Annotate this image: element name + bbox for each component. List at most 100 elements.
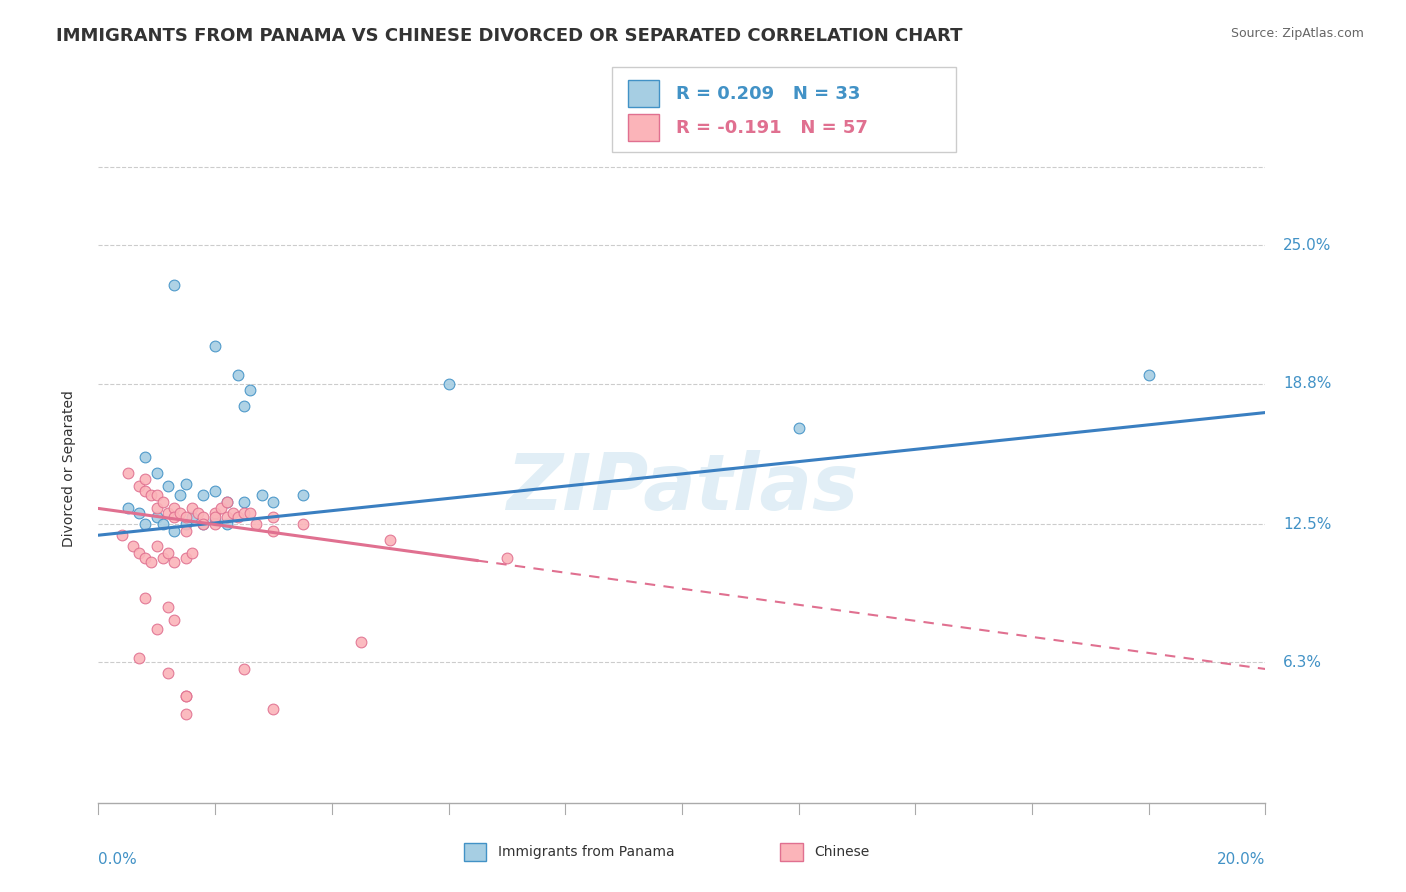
Point (146, 466, 169, 480)
Point (128, 546, 150, 560)
Point (163, 510, 186, 524)
Point (180, 510, 202, 524)
Point (180, 501, 202, 516)
Point (163, 278, 186, 293)
Point (174, 517, 197, 532)
Point (134, 450, 156, 465)
Text: IMMIGRANTS FROM PANAMA VS CHINESE DIVORCED OR SEPARATED CORRELATION CHART: IMMIGRANTS FROM PANAMA VS CHINESE DIVORC… (56, 27, 963, 45)
Point (174, 510, 197, 524)
Point (163, 555, 186, 569)
Point (204, 513, 226, 527)
Text: Divorced or Separated: Divorced or Separated (62, 390, 76, 547)
Point (174, 689, 197, 703)
Point (193, 517, 215, 532)
Point (152, 494, 174, 508)
Point (169, 506, 191, 520)
Text: R = 0.209   N = 33: R = 0.209 N = 33 (676, 85, 860, 103)
Point (204, 506, 226, 520)
Point (233, 494, 256, 508)
Point (174, 477, 197, 491)
Point (111, 528, 134, 542)
Point (204, 517, 226, 532)
Point (187, 506, 209, 520)
Point (157, 479, 180, 493)
Point (163, 524, 186, 538)
Point (169, 488, 191, 502)
Point (128, 651, 150, 665)
Point (139, 488, 162, 502)
Point (239, 384, 262, 398)
Text: 20.0%: 20.0% (1218, 852, 1265, 867)
Point (146, 622, 169, 636)
Point (180, 546, 202, 560)
Text: Immigrants from Panama: Immigrants from Panama (498, 845, 675, 859)
Point (215, 517, 238, 532)
Point (134, 473, 156, 487)
Point (193, 510, 215, 524)
Point (228, 510, 250, 524)
Point (233, 399, 256, 413)
Point (146, 488, 169, 502)
Point (221, 506, 243, 520)
Point (291, 517, 314, 532)
Point (495, 550, 517, 565)
Point (193, 488, 215, 502)
Point (134, 483, 156, 498)
Text: Chinese: Chinese (814, 845, 869, 859)
Text: 18.8%: 18.8% (1282, 376, 1331, 391)
Point (204, 339, 226, 353)
Point (204, 510, 226, 524)
Point (134, 591, 156, 605)
Text: R = -0.191   N = 57: R = -0.191 N = 57 (676, 119, 868, 136)
Point (233, 662, 256, 676)
Point (117, 501, 139, 516)
Point (262, 524, 284, 538)
Point (174, 689, 197, 703)
Point (134, 550, 156, 565)
Point (128, 506, 150, 520)
Point (174, 524, 197, 538)
Point (134, 517, 156, 532)
Text: 12.5%: 12.5% (1282, 516, 1331, 532)
Point (215, 494, 238, 508)
Point (163, 613, 186, 627)
Point (157, 666, 180, 681)
Point (174, 706, 197, 721)
Point (117, 466, 139, 480)
Point (157, 599, 180, 614)
Text: Source: ZipAtlas.com: Source: ZipAtlas.com (1230, 27, 1364, 40)
Text: 6.3%: 6.3% (1282, 655, 1322, 670)
Point (215, 510, 238, 524)
Point (262, 510, 284, 524)
Point (146, 510, 169, 524)
Text: 25.0%: 25.0% (1282, 238, 1331, 252)
Point (378, 533, 402, 547)
Point (1137, 368, 1160, 382)
Point (152, 517, 174, 532)
Point (128, 479, 150, 493)
Point (228, 368, 250, 382)
Point (250, 488, 273, 502)
Point (152, 550, 174, 565)
Point (262, 494, 284, 508)
Text: ZIPatlas: ZIPatlas (506, 450, 858, 526)
Point (209, 501, 232, 516)
Point (437, 376, 460, 391)
Text: 0.0%: 0.0% (98, 852, 138, 867)
Point (262, 702, 284, 716)
Point (174, 550, 197, 565)
Point (157, 506, 180, 520)
Point (245, 517, 267, 532)
Point (787, 421, 810, 435)
Point (122, 539, 145, 553)
Point (291, 488, 314, 502)
Point (146, 501, 169, 516)
Point (215, 494, 238, 508)
Point (350, 635, 373, 649)
Point (204, 483, 226, 498)
Point (233, 506, 256, 520)
Point (146, 539, 169, 553)
Point (193, 517, 215, 532)
Point (157, 546, 180, 560)
Point (239, 506, 262, 520)
